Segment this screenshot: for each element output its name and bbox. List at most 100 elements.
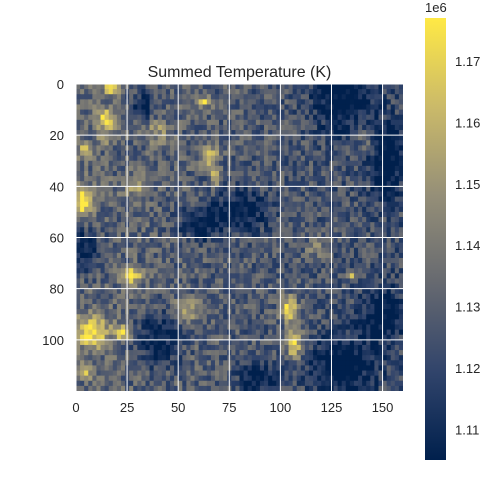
heatmap-cell [161,119,167,126]
heatmap-cell [378,109,384,116]
heatmap-cell [100,227,106,233]
heatmap-cell [153,227,159,233]
heatmap-cell [288,114,294,121]
heatmap-cell [366,309,371,315]
heatmap-cell [394,114,400,121]
heatmap-cell [284,288,290,295]
heatmap-cell [84,314,89,320]
heatmap-cell [394,360,400,367]
heatmap-cell [120,181,126,187]
heatmap-cell [345,196,351,203]
heatmap-cell [317,385,322,391]
heatmap-cell [174,109,179,116]
heatmap-cell [120,304,126,310]
heatmap-cell [133,247,138,254]
heatmap-cell [178,232,183,239]
heatmap-cell [96,89,102,95]
heatmap-cell [223,104,228,111]
heatmap-cell [378,288,384,295]
heatmap-cell [268,227,273,233]
heatmap-cell [378,114,384,121]
heatmap-cell [325,176,331,182]
heatmap-cell [165,145,171,152]
heatmap-cell [308,268,314,274]
heatmap-cell [137,314,142,320]
heatmap-cell [264,160,269,167]
heatmap-cell [133,119,138,126]
heatmap-cell [174,181,179,187]
heatmap-cell [174,84,179,90]
heatmap-cell [304,191,310,198]
heatmap-cell [276,293,281,300]
heatmap-cell [80,242,85,249]
heatmap-cell [276,211,281,218]
heatmap-cell [92,227,98,233]
heatmap-cell [80,99,85,106]
heatmap-cell [268,263,273,269]
heatmap-cell [390,227,396,233]
heatmap-cell [394,160,400,167]
heatmap-cell [276,109,281,116]
heatmap-cell [251,94,257,100]
heatmap-cell [325,268,331,274]
heatmap-cell [390,380,396,387]
heatmap-cell [214,89,220,95]
heatmap-cell [92,247,98,254]
heatmap-cell [349,339,355,346]
heatmap-cell [88,217,93,223]
heatmap-cell [345,334,351,341]
heatmap-cell [92,360,98,367]
heatmap-cell [88,114,93,121]
heatmap-cell [276,191,281,198]
heatmap-cell [321,170,326,177]
heatmap-cell [255,217,261,223]
heatmap-cell [92,84,98,90]
heatmap-cell [313,263,318,269]
heatmap-cell [325,201,331,208]
heatmap-cell [353,201,359,208]
heatmap-cell [317,283,322,290]
heatmap-cell [362,155,367,162]
heatmap-cell [210,375,216,382]
heatmap-cell [202,196,208,203]
heatmap-cell [174,370,179,377]
heatmap-cell [112,334,118,341]
heatmap-cell [362,170,367,177]
heatmap-cell [120,257,126,264]
heatmap-cell [88,206,93,213]
heatmap-cell [341,89,347,95]
heatmap-cell [386,350,392,356]
heatmap-cell [251,109,257,116]
heatmap-cell [382,206,388,213]
heatmap-cell [382,135,388,141]
heatmap-cell [370,104,375,111]
y-tick-label: 100 [42,333,64,348]
heatmap-cell [161,293,167,300]
heatmap-cell [353,334,359,341]
heatmap-cell [243,211,249,218]
heatmap-cell [80,201,85,208]
heatmap-cell [272,94,277,100]
heatmap-cell [264,140,269,146]
heatmap-cell [157,160,163,167]
heatmap-cell [280,84,286,90]
heatmap-cell [390,237,396,244]
heatmap-cell [178,109,183,116]
heatmap-cell [370,339,375,346]
heatmap-cell [276,385,281,391]
heatmap-cell [178,191,183,198]
heatmap-cell [174,304,179,310]
heatmap-cell [165,355,171,361]
heatmap-cell [264,283,269,290]
heatmap-cell [112,201,118,208]
heatmap-cell [84,222,89,228]
heatmap-cell [337,380,343,387]
heatmap-cell [366,124,371,131]
heatmap-cell [390,293,396,300]
heatmap-cell [100,114,106,121]
heatmap-cell [223,165,228,172]
heatmap-cell [92,160,98,167]
heatmap-cell [304,273,310,280]
heatmap-cell [88,99,93,106]
heatmap-cell [120,242,126,249]
